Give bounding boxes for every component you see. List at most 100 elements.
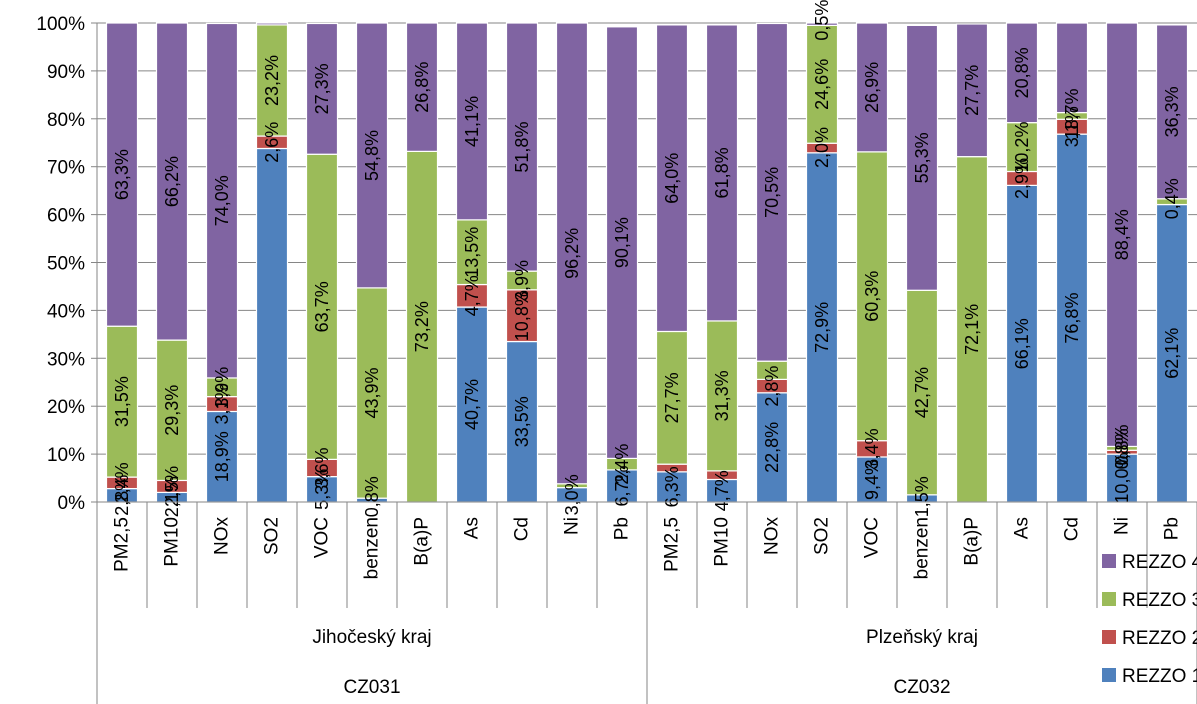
data-label: 72,1% [962,304,982,355]
data-label: 3,9% [512,260,532,301]
data-label: 40,7% [462,379,482,430]
x-tick-label: benzen [912,517,933,579]
y-tick-label: 100% [36,14,85,35]
x-tick-label: PM10 [162,517,183,567]
x-axis: PM2,5 PM10 NOx SO2 VOC benzen B(a)P As Cd Ni Pb Jih… [96,501,1197,704]
bar-segment-rezzo-1 [305,476,339,503]
data-label: 55,3% [912,132,932,183]
bar-segment-rezzo-4 [455,22,489,221]
data-label: 9,4% [862,459,882,500]
x-tick-label: B(a)P [962,517,983,566]
data-label: 6,3% [662,466,682,507]
data-label: 27,3% [312,63,332,114]
legend-swatch [1102,592,1116,606]
bar-segment-rezzo-4 [905,24,939,291]
x-tick-label: NOx [762,517,783,556]
group-label-region: Jihočeský kraj [312,627,431,648]
bar-segment-rezzo-2 [505,289,539,343]
data-label: 66,2% [162,156,182,207]
bar-segment-rezzo-3 [905,289,939,496]
data-label: 0,8% [1112,424,1132,465]
x-tick-label: B(a)P [412,517,433,566]
data-label: 26,8% [412,62,432,113]
data-label: 2,8% [112,475,132,516]
bar-segment-rezzo-1 [855,456,889,503]
bar-segment-rezzo-4 [205,22,239,379]
bar-segment-rezzo-4 [405,22,439,152]
bar-segment-rezzo-4 [605,26,639,460]
y-tick-label: 0% [58,493,86,514]
x-tick-label: Cd [512,517,533,541]
x-tick-label: VOC [862,517,883,558]
data-label: 60,3% [862,271,882,322]
bar-segment-rezzo-4 [805,22,839,26]
y-tick-label: 10% [47,445,85,466]
legend-label: REZZO 3 [1122,590,1197,611]
data-label: 3,9% [212,367,232,408]
data-label: 51,8% [512,122,532,173]
data-label: 3,0% [562,474,582,515]
data-label: 10,8% [512,290,532,341]
y-tick-label: 20% [47,397,85,418]
group-label-code: CZ031 [343,677,400,698]
bar-segment-rezzo-3 [1005,122,1039,173]
data-label: 10,0% [1112,453,1132,504]
data-label: 63,7% [312,281,332,332]
data-label: 73,2% [412,301,432,352]
data-label: 0,8% [1112,428,1132,469]
data-label: 3,6% [312,447,332,488]
data-label: 6,7% [612,465,632,506]
data-label: 3,4% [862,428,882,469]
data-label: 2,6% [262,122,282,163]
data-label: 54,8% [362,130,382,181]
y-tick-label: 90% [47,62,85,83]
bar-segment-rezzo-3 [805,24,839,144]
bar-segment-rezzo-4 [855,22,889,153]
data-label: 13,5% [462,227,482,278]
legend: REZZO 4 REZZO 3 REZZO 2 REZZO 1 [1102,552,1197,687]
data-label: 96,2% [562,228,582,279]
data-label: 31,5% [112,376,132,427]
data-label: 24,6% [812,59,832,110]
bar-segment-rezzo-3 [355,287,389,499]
bar-segment-rezzo-4 [305,22,339,155]
legend-swatch [1102,630,1116,644]
x-tick-label: SO2 [262,517,283,555]
data-label: 3,1% [1062,106,1082,147]
data-label: 5,3% [312,469,332,510]
bar-segment-rezzo-1 [655,471,689,503]
data-label: 23,2% [262,55,282,106]
bar-segment-rezzo-1 [805,152,839,503]
bar-segment-rezzo-3 [255,24,289,137]
x-tick-label: SO2 [812,517,833,555]
y-tick-label: 80% [47,110,85,131]
data-label: 2,4% [112,462,132,503]
data-label: 90,1% [612,217,632,268]
bar-segment-rezzo-4 [255,22,289,26]
bar-segment-rezzo-4 [1105,22,1139,448]
bar-segment-rezzo-4 [105,22,139,327]
data-label: 18,7% [1062,88,1082,139]
data-label: 33,5% [512,396,532,447]
legend-swatch [1102,554,1116,568]
data-label: 2,4% [612,444,632,485]
bar-segment-rezzo-1 [255,147,289,503]
data-label: 43,9% [362,368,382,419]
data-label: 4,7% [712,470,732,511]
y-tick-label: 50% [47,254,85,275]
data-label: 20,8% [1012,47,1032,98]
bar-segment-rezzo-1 [455,306,489,503]
data-label: 0,4% [1162,178,1182,219]
group-label-region: Plzeňský kraj [866,627,978,648]
y-tick-label: 60% [47,206,85,227]
data-label: 2,8% [762,366,782,407]
x-tick-label: PM2,5 [112,517,133,572]
data-label: 88,4% [1112,209,1132,260]
data-label: 29,3% [162,385,182,436]
data-label: 0,8% [362,476,382,517]
data-label: 41,1% [462,96,482,147]
y-axis: 0% 10% 20% 30% 40% 50% 60% 70% 80% 90% 100% [36,14,98,514]
bar-segment-rezzo-3 [155,339,189,482]
data-label: 27,7% [962,65,982,116]
data-label: 18,9% [212,431,232,482]
